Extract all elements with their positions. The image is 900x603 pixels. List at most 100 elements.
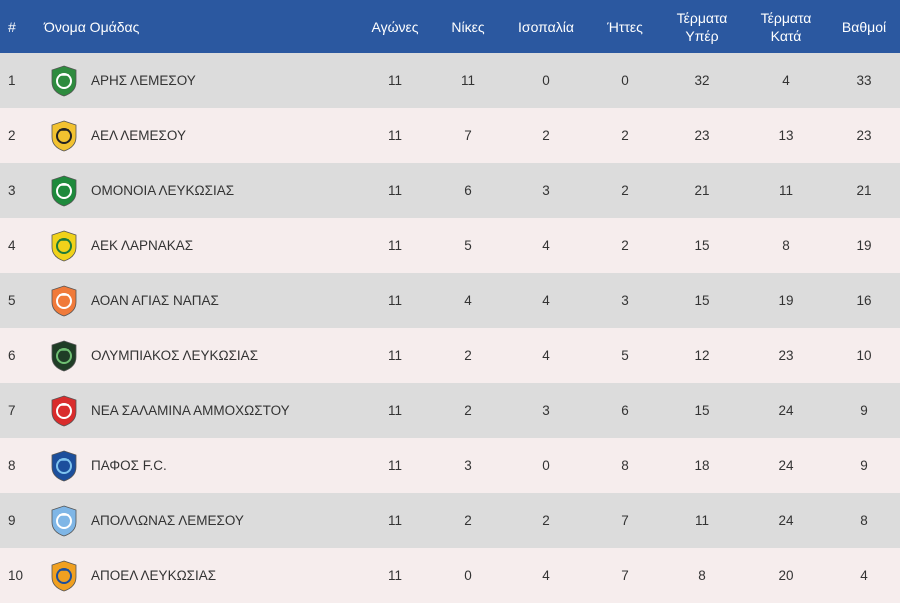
team-name[interactable]: ΑΟΑΝ ΑΓΙΑΣ ΝΑΠΑΣ <box>91 293 219 308</box>
played-cell: 11 <box>387 403 402 418</box>
goals-for-cell: 12 <box>694 348 710 363</box>
goals-for-cell: 23 <box>694 128 710 143</box>
apollon-crest-icon <box>47 503 81 539</box>
points-cell: 16 <box>856 293 872 308</box>
losses-cell: 5 <box>621 348 629 363</box>
table-row[interactable]: 4 ΑΕΚ ΛΑΡΝΑΚΑΣ 11 5 4 2 15 8 19 <box>0 218 900 273</box>
team-info[interactable]: ΑΟΑΝ ΑΓΙΑΣ ΝΑΠΑΣ <box>44 283 356 319</box>
played-cell: 11 <box>387 183 402 198</box>
losses-cell: 8 <box>621 458 629 473</box>
goals-against-cell: 13 <box>778 128 794 143</box>
ayia-napa-crest-icon <box>47 283 81 319</box>
aek-crest-icon <box>47 228 81 264</box>
losses-cell: 3 <box>621 293 629 308</box>
team-name[interactable]: ΑΡΗΣ ΛΕΜΕΣΟΥ <box>91 73 196 88</box>
goals-for-cell: 21 <box>694 183 710 198</box>
points-cell: 33 <box>856 73 872 88</box>
table-row[interactable]: 5 ΑΟΑΝ ΑΓΙΑΣ ΝΑΠΑΣ 11 4 4 3 15 19 16 <box>0 273 900 328</box>
team-cell: ΑΡΗΣ ΛΕΜΕΣΟΥ <box>44 53 356 108</box>
draws-cell: 3 <box>542 183 550 198</box>
team-info[interactable]: ΟΜΟΝΟΙΑ ΛΕΥΚΩΣΙΑΣ <box>44 173 356 209</box>
team-name[interactable]: ΑΠΟΕΛ ΛΕΥΚΩΣΙΑΣ <box>91 568 217 583</box>
team-cell: ΑΕΚ ΛΑΡΝΑΚΑΣ <box>44 218 356 273</box>
position-cell: 5 <box>8 293 16 308</box>
pafos-crest-icon <box>47 448 81 484</box>
team-name[interactable]: ΠΑΦΟΣ F.C. <box>91 458 167 473</box>
header-position[interactable]: # <box>8 18 16 35</box>
wins-cell: 4 <box>464 293 472 308</box>
losses-cell: 6 <box>621 403 629 418</box>
points-cell: 23 <box>856 128 872 143</box>
table-row[interactable]: 10 ΑΠΟΕΛ ΛΕΥΚΩΣΙΑΣ 11 0 4 7 8 20 4 <box>0 548 900 603</box>
header-goals-for-line1: Τέρματα <box>676 9 728 26</box>
header-goals-against[interactable]: Τέρματα Κατά <box>744 0 828 53</box>
team-info[interactable]: ΑΠΟΕΛ ΛΕΥΚΩΣΙΑΣ <box>44 558 356 594</box>
team-info[interactable]: ΟΛΥΜΠΙΑΚΟΣ ΛΕΥΚΩΣΙΑΣ <box>44 338 356 374</box>
draws-cell: 4 <box>542 568 550 583</box>
table-row[interactable]: 2 ΑΕΛ ΛΕΜΕΣΟΥ 11 7 2 2 23 13 23 <box>0 108 900 163</box>
goals-for-cell: 18 <box>694 458 710 473</box>
goals-against-cell: 20 <box>778 568 794 583</box>
team-name[interactable]: ΟΛΥΜΠΙΑΚΟΣ ΛΕΥΚΩΣΙΑΣ <box>91 348 259 363</box>
wins-cell: 5 <box>464 238 472 253</box>
wins-cell: 0 <box>464 568 472 583</box>
header-team-name[interactable]: Όνομα Ομάδας <box>44 18 140 35</box>
losses-cell: 0 <box>621 73 629 88</box>
team-name[interactable]: ΝΕΑ ΣΑΛΑΜΙΝΑ ΑΜΜΟΧΩΣΤΟΥ <box>91 403 290 418</box>
header-goals-for-line2: Υπέρ <box>685 27 719 44</box>
team-info[interactable]: ΑΕΚ ΛΑΡΝΑΚΑΣ <box>44 228 356 264</box>
table-row[interactable]: 1 ΑΡΗΣ ΛΕΜΕΣΟΥ 11 11 0 0 32 4 33 <box>0 53 900 108</box>
table-row[interactable]: 6 ΟΛΥΜΠΙΑΚΟΣ ΛΕΥΚΩΣΙΑΣ 11 2 4 5 12 23 10 <box>0 328 900 383</box>
played-cell: 11 <box>387 513 402 528</box>
ael-crest-icon <box>47 118 81 154</box>
draws-cell: 3 <box>542 403 550 418</box>
header-wins[interactable]: Νίκες <box>451 18 485 35</box>
position-cell: 1 <box>8 73 16 88</box>
goals-for-cell: 15 <box>694 238 710 253</box>
points-cell: 4 <box>860 568 868 583</box>
table-row[interactable]: 8 ΠΑΦΟΣ F.C. 11 3 0 8 18 24 9 <box>0 438 900 493</box>
header-losses[interactable]: Ήττες <box>607 18 643 35</box>
header-draws[interactable]: Ισοπαλία <box>518 18 574 35</box>
team-name[interactable]: ΟΜΟΝΟΙΑ ΛΕΥΚΩΣΙΑΣ <box>91 183 235 198</box>
wins-cell: 2 <box>464 513 472 528</box>
table-row[interactable]: 3 ΟΜΟΝΟΙΑ ΛΕΥΚΩΣΙΑΣ 11 6 3 2 21 11 21 <box>0 163 900 218</box>
played-cell: 11 <box>387 238 402 253</box>
position-cell: 4 <box>8 238 16 253</box>
header-goals-against-line2: Κατά <box>770 27 802 44</box>
points-cell: 10 <box>856 348 872 363</box>
goals-for-cell: 32 <box>694 73 710 88</box>
points-cell: 19 <box>856 238 872 253</box>
header-points[interactable]: Βαθμοί <box>841 18 887 35</box>
played-cell: 11 <box>387 293 402 308</box>
team-name[interactable]: ΑΠΟΛΛΩΝΑΣ ΛΕΜΕΣΟΥ <box>91 513 244 528</box>
points-cell: 9 <box>860 458 868 473</box>
table-row[interactable]: 9 ΑΠΟΛΛΩΝΑΣ ΛΕΜΕΣΟΥ 11 2 2 7 11 24 8 <box>0 493 900 548</box>
wins-cell: 2 <box>464 348 472 363</box>
team-info[interactable]: ΑΠΟΛΛΩΝΑΣ ΛΕΜΕΣΟΥ <box>44 503 356 539</box>
team-cell: ΟΛΥΜΠΙΑΚΟΣ ΛΕΥΚΩΣΙΑΣ <box>44 328 356 383</box>
team-name[interactable]: ΑΕΚ ΛΑΡΝΑΚΑΣ <box>91 238 194 253</box>
team-name[interactable]: ΑΕΛ ΛΕΜΕΣΟΥ <box>91 128 186 143</box>
table-row[interactable]: 7 ΝΕΑ ΣΑΛΑΜΙΝΑ ΑΜΜΟΧΩΣΤΟΥ 11 2 3 6 15 24 9 <box>0 383 900 438</box>
table-header-row: # Όνομα Ομάδας Αγώνες Νίκες Ισοπαλία Ήττ… <box>0 0 900 53</box>
played-cell: 11 <box>387 568 402 583</box>
draws-cell: 4 <box>542 238 550 253</box>
goals-against-cell: 24 <box>778 513 794 528</box>
goals-against-cell: 24 <box>778 458 794 473</box>
olympiakos-crest-icon <box>47 338 81 374</box>
points-cell: 21 <box>856 183 872 198</box>
goals-against-cell: 19 <box>778 293 794 308</box>
draws-cell: 0 <box>542 73 550 88</box>
omonoia-crest-icon <box>47 173 81 209</box>
header-goals-for[interactable]: Τέρματα Υπέρ <box>660 0 744 53</box>
team-info[interactable]: ΑΡΗΣ ΛΕΜΕΣΟΥ <box>44 63 356 99</box>
team-info[interactable]: ΑΕΛ ΛΕΜΕΣΟΥ <box>44 118 356 154</box>
team-info[interactable]: ΠΑΦΟΣ F.C. <box>44 448 356 484</box>
goals-for-cell: 11 <box>694 513 709 528</box>
wins-cell: 11 <box>460 73 475 88</box>
points-cell: 9 <box>860 403 868 418</box>
header-played[interactable]: Αγώνες <box>371 18 419 35</box>
losses-cell: 7 <box>621 513 629 528</box>
team-info[interactable]: ΝΕΑ ΣΑΛΑΜΙΝΑ ΑΜΜΟΧΩΣΤΟΥ <box>44 393 356 429</box>
